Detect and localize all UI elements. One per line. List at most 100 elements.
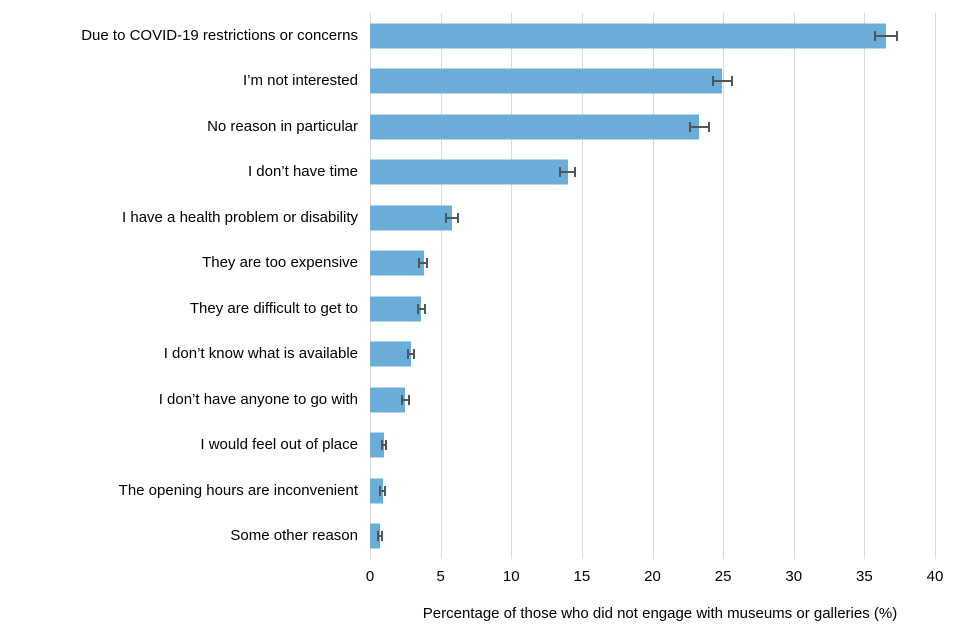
gridline	[793, 13, 795, 559]
error-bar	[380, 440, 387, 451]
error-bar-line	[559, 171, 577, 174]
bar-row: I don’t have anyone to go with	[0, 377, 935, 423]
error-bar-line	[416, 307, 427, 310]
error-bar-cap	[380, 531, 383, 542]
gridline	[440, 13, 442, 559]
bar-row: They are difficult to get to	[0, 286, 935, 332]
category-label: The opening hours are inconvenient	[118, 481, 358, 499]
error-bar-cap	[383, 485, 386, 496]
error-bar	[406, 349, 416, 360]
error-bar-cap	[424, 303, 427, 314]
category-label: They are too expensive	[202, 254, 358, 271]
x-tick-label: 35	[856, 568, 873, 585]
x-tick-label: 40	[926, 568, 944, 585]
error-bar-line	[874, 34, 899, 37]
bar-row: No reason in particular	[0, 104, 935, 150]
x-tick-label: 30	[785, 568, 803, 585]
error-bar-cap	[413, 349, 416, 360]
category-label: Some other reason	[230, 527, 358, 544]
bar	[370, 23, 886, 49]
error-bar	[711, 76, 733, 87]
category-label: I’m not interested	[242, 72, 358, 89]
error-bar-cap	[456, 212, 459, 223]
x-tick-label: 25	[714, 568, 732, 585]
gridline	[370, 13, 371, 559]
bar-row: The opening hours are inconvenient	[0, 468, 935, 514]
error-bar-cap	[574, 167, 577, 178]
error-bar	[379, 485, 386, 496]
x-tick-label: 15	[573, 568, 591, 585]
x-tick-label: 5	[436, 568, 445, 585]
error-bar	[874, 30, 899, 41]
error-bar-line	[444, 216, 459, 219]
category-label: Due to COVID-19 restrictions or concerns	[81, 26, 358, 44]
x-tick-label: 10	[502, 568, 520, 585]
category-label: No reason in particular	[207, 117, 358, 135]
error-bar-line	[711, 80, 733, 83]
error-bar-cap	[425, 258, 428, 269]
error-bar-line	[406, 353, 416, 356]
plot-area	[370, 13, 936, 559]
bar-row: Some other reason	[0, 514, 935, 560]
gridline	[581, 13, 583, 559]
bar-rows: Due to COVID-19 restrictions or concerns…	[0, 13, 935, 559]
gridline	[652, 13, 654, 559]
bar-track	[370, 13, 935, 59]
bar-row: I don’t have time	[0, 150, 935, 196]
error-bar	[559, 167, 577, 178]
error-bar-line	[380, 444, 387, 447]
bar-row: I would feel out of place	[0, 423, 935, 469]
bar-row: I have a health problem or disability	[0, 195, 935, 241]
bar	[370, 114, 700, 140]
error-bar-cap	[407, 394, 410, 405]
error-bar-line	[401, 398, 410, 401]
x-tick-label: 0	[365, 568, 375, 585]
bar	[370, 341, 411, 367]
error-bar	[377, 531, 383, 542]
bar	[370, 478, 383, 504]
error-bar	[444, 212, 459, 223]
bar	[370, 387, 406, 413]
category-label: I don’t know what is available	[163, 345, 358, 362]
bar-row: I don’t know what is available	[0, 332, 935, 378]
bar	[370, 296, 421, 322]
bar-track	[370, 104, 935, 150]
bar	[370, 68, 722, 94]
category-label: I have a health problem or disability	[122, 208, 358, 226]
error-bar-line	[377, 535, 383, 538]
gridline	[864, 13, 866, 559]
bar-track	[370, 377, 935, 423]
bar-track	[370, 150, 935, 196]
bar-track	[370, 514, 935, 560]
category-label: I don’t have anyone to go with	[158, 390, 358, 408]
error-bar	[401, 394, 410, 405]
gridline	[511, 13, 513, 559]
x-tick-label: 20	[644, 568, 661, 585]
error-bar-line	[418, 262, 428, 265]
bar	[370, 159, 568, 185]
error-bar-cap	[731, 76, 733, 87]
error-bar	[418, 258, 428, 269]
bar-row: They are too expensive	[0, 241, 935, 287]
gridline	[935, 13, 936, 559]
bar	[370, 250, 424, 276]
bar-row: I’m not interested	[0, 59, 935, 105]
bar-row: Due to COVID-19 restrictions or concerns	[0, 13, 935, 59]
bar-track	[370, 423, 935, 469]
bar	[370, 205, 452, 231]
error-bar-cap	[384, 440, 387, 451]
x-axis-ticks: 0 5 10 15 20 25 30 35 40	[366, 568, 944, 590]
error-bar-line	[689, 125, 711, 128]
bar-track	[370, 195, 935, 241]
bar-track	[370, 468, 935, 514]
bar	[370, 523, 380, 549]
bar-track	[370, 59, 935, 105]
category-label: I would feel out of place	[200, 436, 358, 453]
error-bar-cap	[896, 30, 899, 41]
bar-track	[370, 286, 935, 332]
bar-track	[370, 332, 935, 378]
error-bar	[416, 303, 427, 314]
error-bar	[689, 121, 711, 132]
bar	[370, 432, 385, 458]
